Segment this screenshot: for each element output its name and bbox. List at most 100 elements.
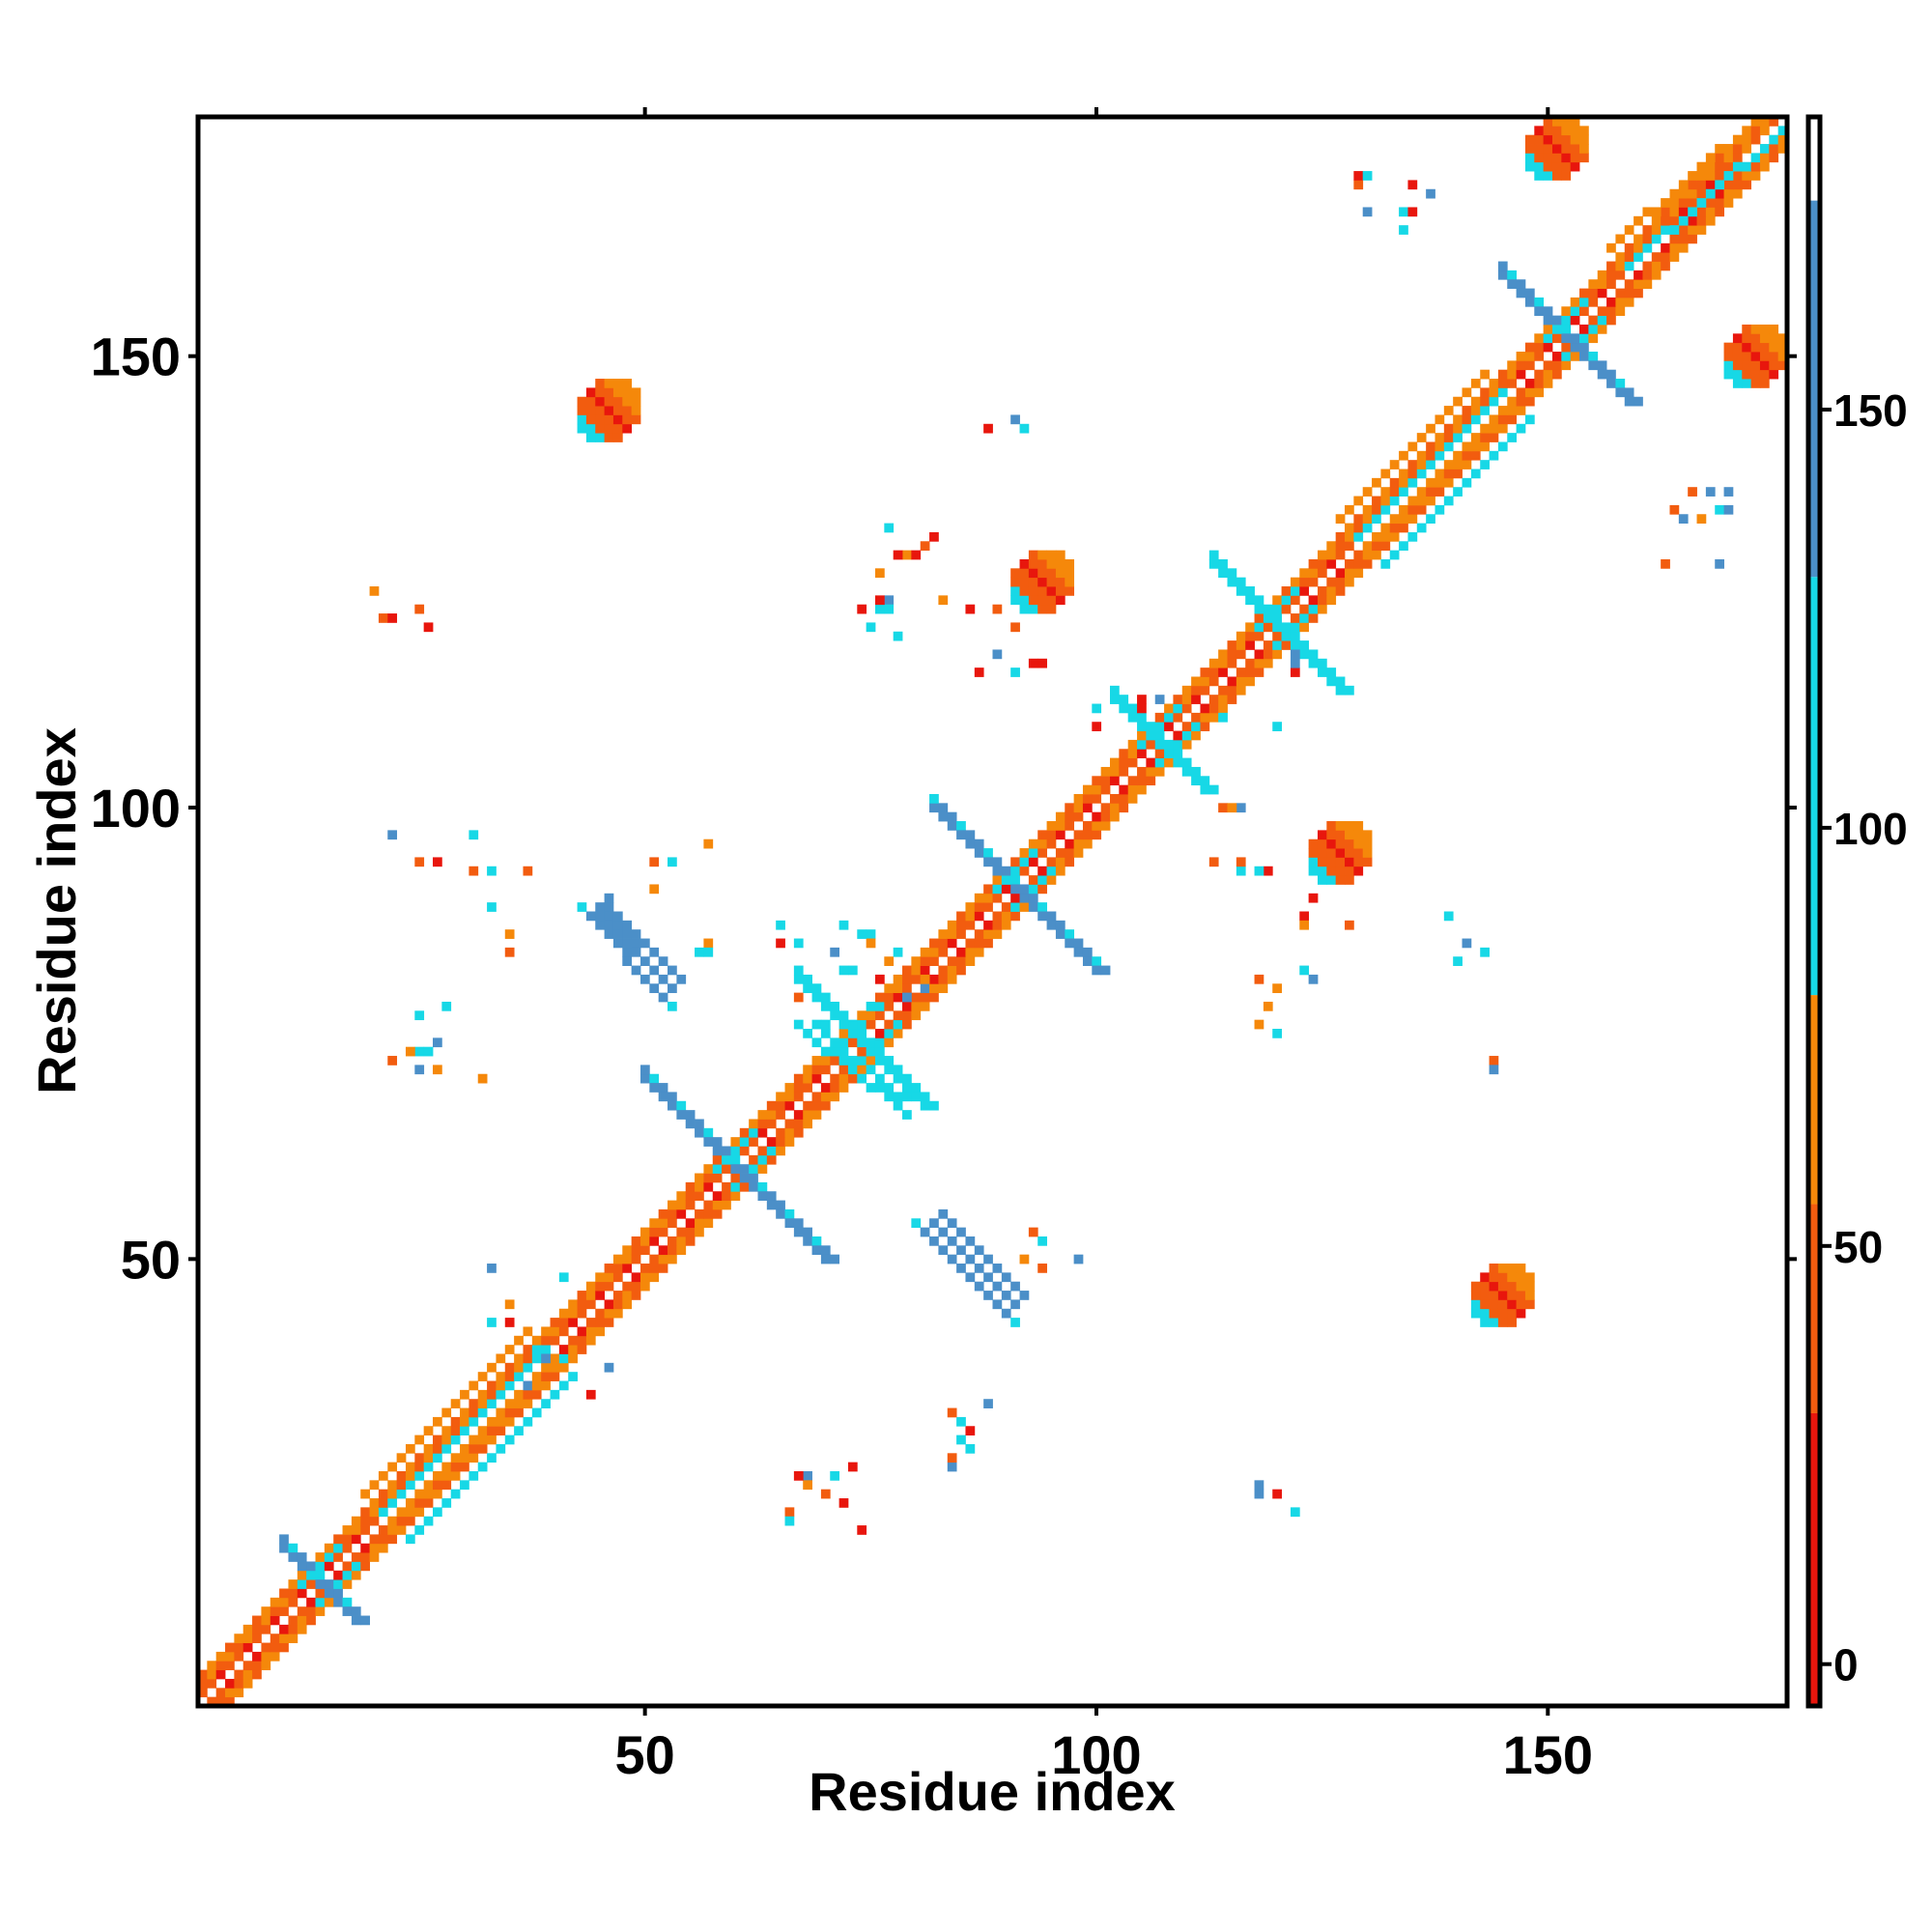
heatmap-cell xyxy=(676,1191,687,1201)
heatmap-cell xyxy=(252,1615,262,1626)
heatmap-cell xyxy=(558,1362,569,1373)
heatmap-cell xyxy=(1317,838,1327,849)
heatmap-cell xyxy=(595,379,605,388)
heatmap-cell xyxy=(198,1669,208,1680)
heatmap-cell xyxy=(712,1173,723,1183)
heatmap-cell xyxy=(1688,234,1697,244)
heatmap-cell xyxy=(1715,207,1724,217)
heatmap-cell xyxy=(1154,730,1165,741)
heatmap-cell xyxy=(604,902,614,912)
colorbar-band xyxy=(1808,1412,1820,1706)
heatmap-cell xyxy=(1497,406,1508,415)
heatmap-cell xyxy=(1345,838,1354,849)
heatmap-cell xyxy=(1308,838,1319,849)
heatmap-cell xyxy=(1524,161,1535,172)
heatmap-cell xyxy=(639,1245,650,1256)
heatmap-cell xyxy=(1272,631,1282,641)
heatmap-cell xyxy=(1688,215,1697,226)
heatmap-cell xyxy=(803,1029,812,1038)
heatmap-cell xyxy=(1642,234,1653,244)
heatmap-cell xyxy=(884,1056,895,1065)
heatmap-cell xyxy=(1100,776,1111,786)
heatmap-cell xyxy=(874,1001,885,1011)
heatmap-cell xyxy=(1705,188,1716,199)
heatmap-cell xyxy=(1742,333,1752,344)
heatmap-cell xyxy=(433,1416,442,1427)
heatmap-cell xyxy=(1453,396,1463,407)
heatmap-cell xyxy=(722,1154,731,1165)
heatmap-cell xyxy=(1669,252,1680,262)
heatmap-cell xyxy=(261,1615,271,1626)
heatmap-cell xyxy=(604,920,614,930)
heatmap-cell xyxy=(378,1489,388,1499)
heatmap-cell xyxy=(1362,514,1373,524)
heatmap-cell xyxy=(550,1318,560,1327)
heatmap-cell xyxy=(496,1407,506,1418)
heatmap-cell xyxy=(902,983,912,994)
heatmap-cell xyxy=(1516,369,1526,380)
heatmap-cell xyxy=(866,1010,876,1021)
heatmap-cell xyxy=(1534,369,1545,380)
heatmap-cell xyxy=(1073,838,1084,849)
heatmap-cell xyxy=(595,1272,605,1283)
heatmap-cell xyxy=(1380,523,1391,533)
heatmap-cell xyxy=(378,1525,388,1535)
heatmap-cell xyxy=(776,1137,785,1147)
heatmap-cell xyxy=(1642,270,1653,280)
heatmap-cell xyxy=(1453,460,1463,469)
heatmap-cell xyxy=(604,893,614,903)
heatmap-cell xyxy=(1281,595,1292,606)
heatmap-cell xyxy=(1688,180,1697,190)
heatmap-cell xyxy=(1777,144,1788,154)
heatmap-cell xyxy=(441,1426,452,1436)
heatmap-cell xyxy=(1010,902,1020,912)
heatmap-cell xyxy=(541,1380,551,1391)
heatmap-cell xyxy=(396,1453,407,1463)
heatmap-cell xyxy=(234,1642,244,1653)
heatmap-cell xyxy=(1489,414,1499,425)
heatmap-cell xyxy=(1516,360,1526,371)
heatmap-cell xyxy=(1543,333,1553,344)
heatmap-cell xyxy=(1299,911,1310,922)
heatmap-cell xyxy=(712,1154,723,1165)
heatmap-cell xyxy=(766,1200,777,1210)
heatmap-cell xyxy=(884,1065,895,1075)
heatmap-cell xyxy=(577,1326,587,1337)
heatmap-cell xyxy=(414,1470,425,1481)
heatmap-cell xyxy=(1389,477,1400,488)
heatmap-cell xyxy=(279,1642,289,1653)
heatmap-cell xyxy=(1561,315,1572,326)
heatmap-cell xyxy=(333,1597,343,1607)
heatmap-cell xyxy=(1551,134,1562,145)
heatmap-cell xyxy=(983,902,993,912)
heatmap-cell xyxy=(1416,496,1427,506)
heatmap-cell xyxy=(956,920,966,930)
heatmap-cell xyxy=(622,947,633,957)
heatmap-cell xyxy=(1759,144,1770,154)
heatmap-cell xyxy=(1759,342,1770,353)
heatmap-cell xyxy=(405,1462,415,1472)
heatmap-cell xyxy=(1299,577,1310,587)
heatmap-cell xyxy=(1154,712,1165,723)
heatmap-cell xyxy=(1308,658,1319,668)
heatmap-cell xyxy=(1380,496,1391,506)
heatmap-cell xyxy=(1037,558,1047,569)
heatmap-cell xyxy=(857,1010,867,1021)
heatmap-cell xyxy=(1634,252,1643,262)
heatmap-cell xyxy=(911,1218,922,1229)
heatmap-cell xyxy=(1750,171,1761,181)
heatmap-cell xyxy=(612,423,623,434)
heatmap-cell xyxy=(1570,117,1580,127)
heatmap-cell xyxy=(604,1362,614,1373)
heatmap-cell xyxy=(965,1254,976,1264)
heatmap-cell xyxy=(496,1426,506,1436)
heatmap-cell xyxy=(577,396,587,407)
heatmap-cell xyxy=(351,1525,361,1535)
heatmap-cell xyxy=(1263,622,1273,633)
heatmap-cell xyxy=(595,433,605,442)
heatmap-cell xyxy=(1497,369,1508,380)
heatmap-cell xyxy=(1127,793,1138,804)
heatmap-cell xyxy=(893,947,903,957)
heatmap-cell xyxy=(803,1083,812,1093)
heatmap-cell xyxy=(612,414,623,425)
